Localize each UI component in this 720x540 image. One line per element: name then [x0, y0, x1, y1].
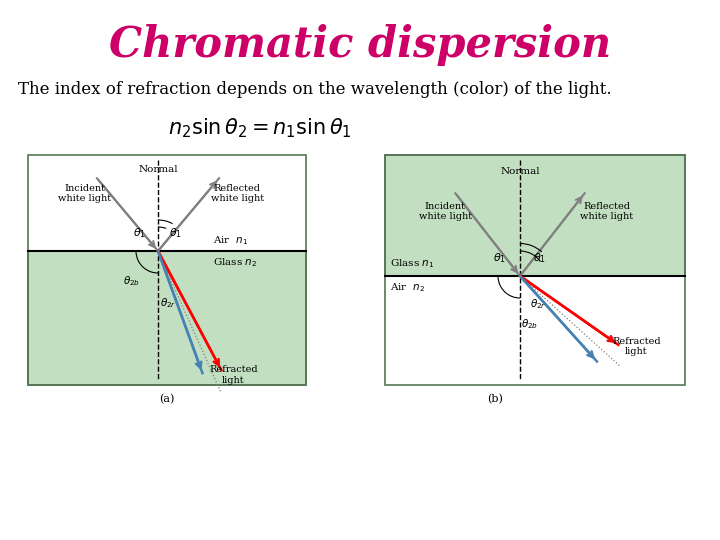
Bar: [28, 251, 306, 385]
Text: Chromatic dispersion: Chromatic dispersion: [109, 24, 611, 66]
Text: Reflected
white light: Reflected white light: [210, 184, 264, 203]
Text: Normal: Normal: [138, 165, 178, 174]
Text: $\theta_1$: $\theta_1$: [133, 226, 147, 240]
Text: $\theta_1$: $\theta_1$: [534, 251, 546, 265]
Text: Glass $n_1$: Glass $n_1$: [390, 258, 434, 271]
Text: The index of refraction depends on the wavelength (color) of the light.: The index of refraction depends on the w…: [18, 82, 611, 98]
Text: $\theta_{2b}$: $\theta_{2b}$: [123, 274, 140, 288]
Text: Reflected
white light: Reflected white light: [580, 201, 633, 221]
Text: $n_2 \sin\theta_2 = n_1 \sin\theta_1$: $n_2 \sin\theta_2 = n_1 \sin\theta_1$: [168, 116, 352, 140]
Text: Incident
white light: Incident white light: [419, 201, 472, 221]
Text: $\theta_1$: $\theta_1$: [169, 226, 183, 240]
Text: Glass $n_2$: Glass $n_2$: [213, 256, 257, 269]
Text: $\theta_{2r}$: $\theta_{2r}$: [160, 296, 176, 310]
Text: Refracted
light: Refracted light: [209, 365, 258, 384]
Text: (a): (a): [159, 394, 175, 404]
Bar: [28, 155, 306, 385]
Text: Normal: Normal: [500, 166, 540, 176]
Text: Refracted
light: Refracted light: [612, 337, 661, 356]
Text: Air  $n_1$: Air $n_1$: [213, 234, 248, 247]
Text: $\theta_{2b}$: $\theta_{2b}$: [521, 317, 539, 331]
Text: Air  $n_2$: Air $n_2$: [390, 281, 425, 294]
Bar: [385, 155, 685, 385]
Text: $\theta_1$: $\theta_1$: [493, 251, 507, 265]
Text: (b): (b): [487, 394, 503, 404]
Text: Incident
white light: Incident white light: [58, 184, 112, 203]
Text: $\theta_{2r}$: $\theta_{2r}$: [530, 297, 546, 311]
Bar: [385, 155, 685, 276]
